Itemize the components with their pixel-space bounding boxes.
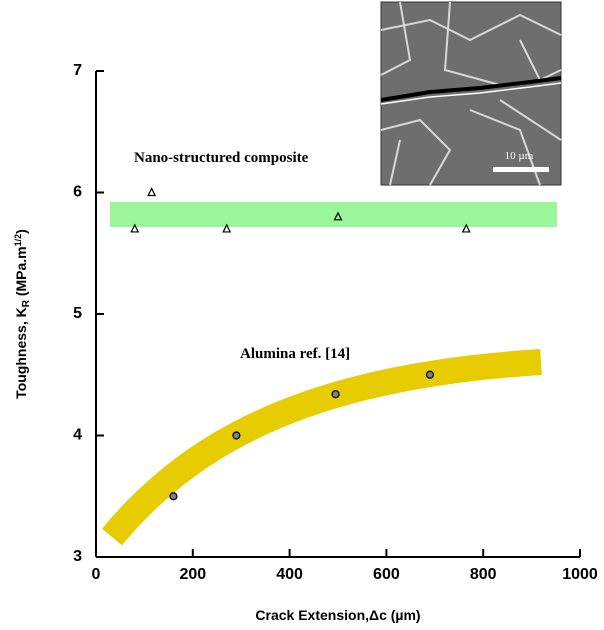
x-axis-label: Crack Extension,Δc (µm) [255, 607, 420, 623]
chart: Nano-structured composite Alumina ref. [… [0, 0, 604, 630]
y-label-part: ) [13, 229, 29, 234]
x-tick-label: 400 [276, 566, 303, 583]
x-tick-label: 600 [373, 566, 400, 583]
x-tick-label: 1000 [562, 566, 598, 583]
alumina-band [112, 362, 541, 537]
x-tick-label: 800 [470, 566, 497, 583]
page: {"chart_data": {"type": "scatter", "xlab… [0, 0, 604, 630]
circle-marker [332, 391, 339, 398]
x-tick-label: 200 [179, 566, 206, 583]
circle-marker [233, 432, 240, 439]
triangle-marker [148, 189, 155, 196]
y-tick-label: 3 [73, 548, 82, 565]
y-label-part: Toughness, K [13, 307, 29, 399]
x-tick-label: 0 [92, 566, 101, 583]
inset-scale-label: 10 µm [505, 150, 534, 162]
y-tick-label: 4 [73, 427, 82, 444]
y-tick-label: 7 [73, 62, 82, 79]
annotation: Nano-structured composite [134, 150, 309, 166]
y-tick-label: 5 [73, 305, 82, 322]
y-label-part: (MPa.m [13, 246, 29, 300]
circle-marker [426, 371, 433, 378]
annotation: Alumina ref. [14] [240, 346, 350, 362]
y-axis-label: Toughness, KR (MPa.m1/2) [13, 229, 32, 399]
y-tick-label: 6 [73, 184, 82, 201]
inset-image: 10 µm [381, 2, 561, 185]
y-label-part: 1/2 [13, 234, 23, 247]
circle-marker [170, 493, 177, 500]
composite-band [110, 202, 557, 227]
